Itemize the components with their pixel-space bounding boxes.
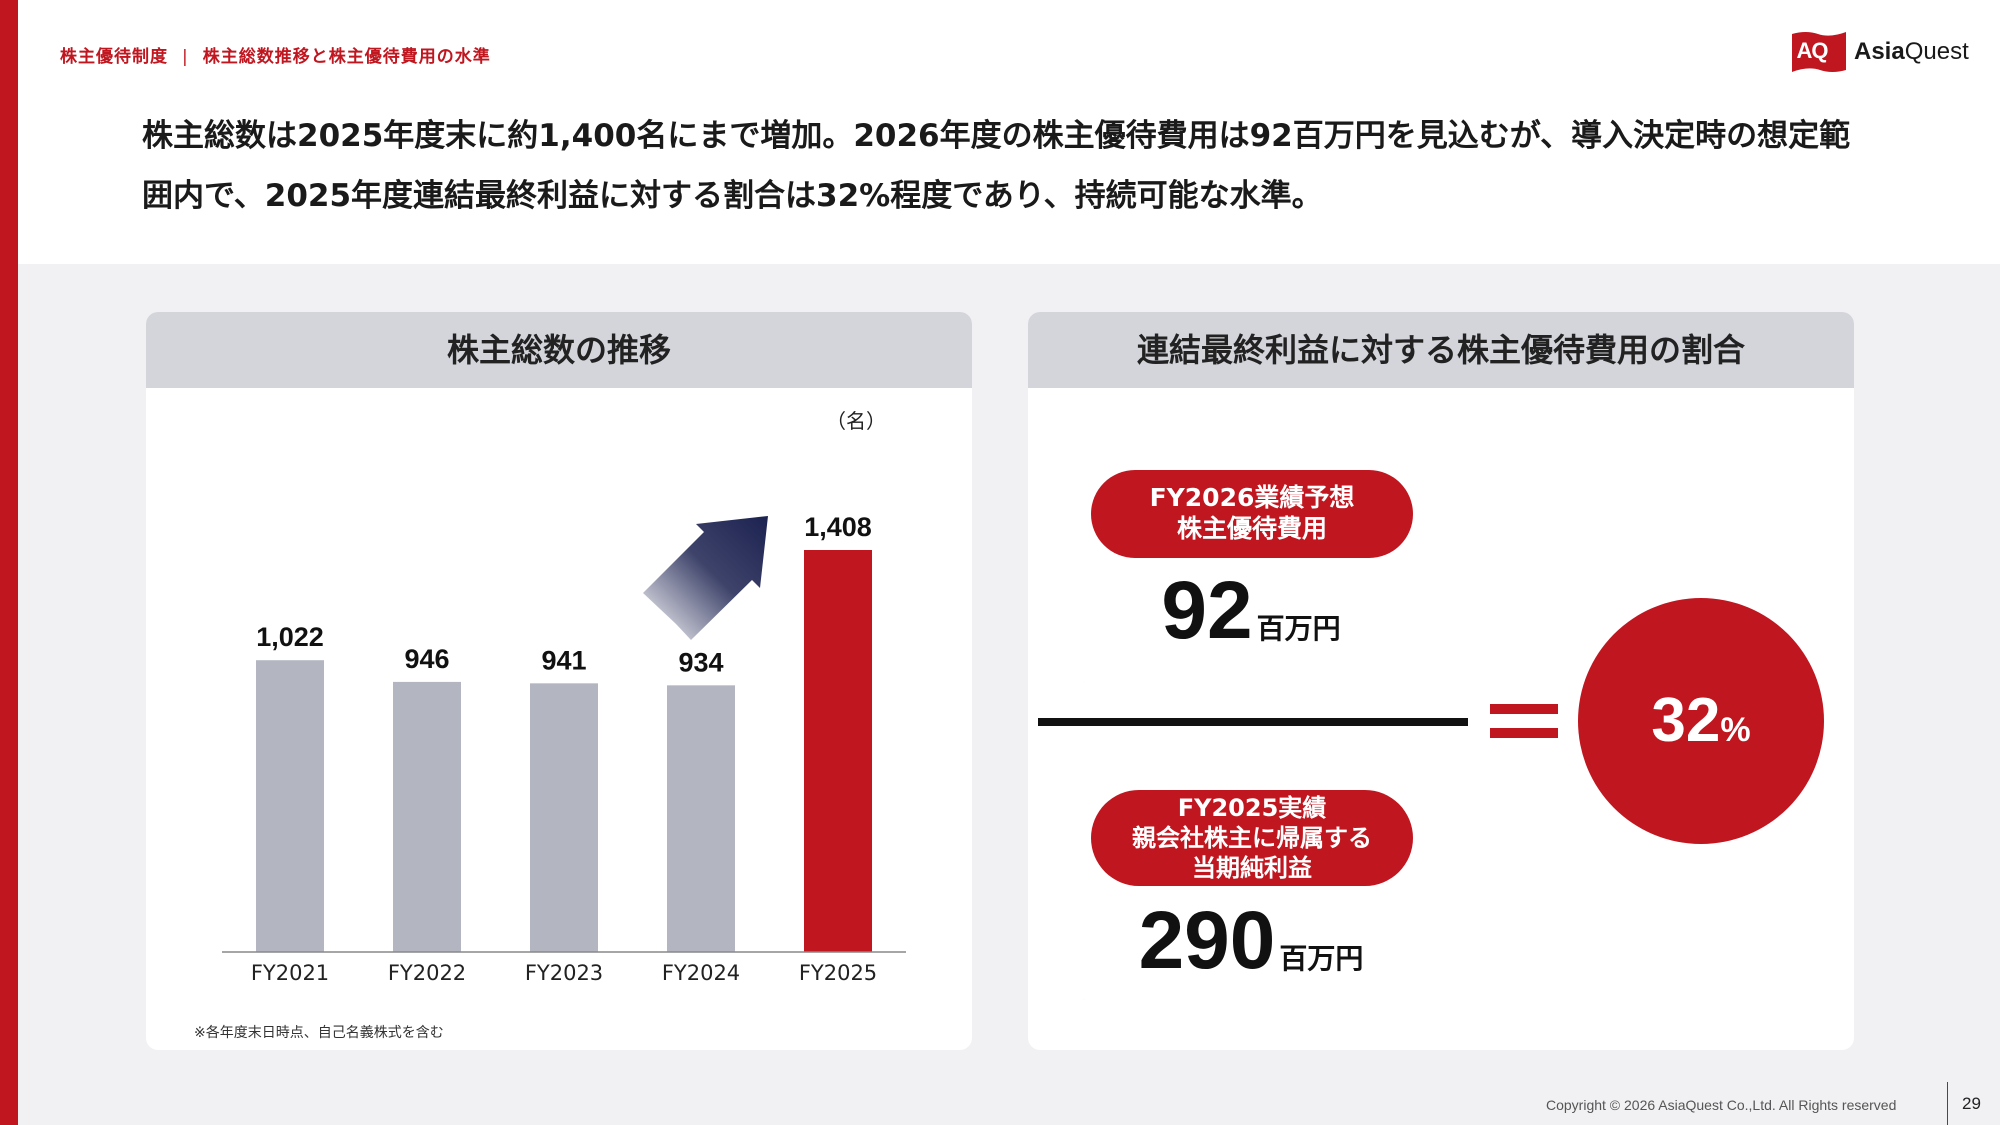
shareholder-chart-panel: 株主総数の推移 （名） 1,022 FY2021 946 FY2022 941 FY202… bbox=[146, 312, 972, 1050]
ratio-value: 32 bbox=[1651, 686, 1721, 755]
numerator-label-line-2: 株主優待費用 bbox=[1176, 514, 1327, 543]
numerator-unit: 百万円 bbox=[1256, 612, 1341, 645]
page-number-divider bbox=[1947, 1082, 1948, 1125]
company-logo: AQ AsiaQuest bbox=[1792, 28, 1972, 78]
accent-left-bar bbox=[0, 0, 18, 1125]
bar-fy2025 bbox=[804, 550, 872, 952]
bar-value-label: 941 bbox=[541, 645, 586, 675]
bar-value-label: 934 bbox=[678, 647, 723, 677]
denominator-card: FY2025実績 親会社株主に帰属する 当期純利益 290 百万円 bbox=[1058, 772, 1444, 1000]
numerator-value: 92 bbox=[1161, 565, 1253, 656]
denominator-unit: 百万円 bbox=[1279, 942, 1364, 975]
bar-value-label: 946 bbox=[404, 644, 449, 674]
breadcrumb-separator: | bbox=[182, 47, 189, 67]
bar-value-label: 1,408 bbox=[804, 512, 872, 542]
bar-value-label: 1,022 bbox=[256, 622, 324, 652]
denominator-label-line-2: 親会社株主に帰属する bbox=[1132, 824, 1372, 852]
trend-up-arrow-icon bbox=[643, 516, 768, 640]
denominator-label-line-1: FY2025実績 bbox=[1177, 794, 1327, 822]
equals-sign-icon bbox=[1490, 704, 1558, 752]
logo-flag-icon bbox=[1792, 32, 1846, 72]
breadcrumb: 株主優待制度 | 株主総数推移と株主優待費用の水準 bbox=[60, 42, 491, 67]
numerator-card: FY2026業績予想 株主優待費用 92 百万円 bbox=[1058, 452, 1444, 682]
bar-fy2022 bbox=[393, 681, 461, 952]
chart-unit-label: （名） bbox=[826, 409, 886, 433]
logo-name: AsiaQuest bbox=[1854, 38, 1969, 65]
chart-footnote: ※各年度末日時点、自己名義株式を含む bbox=[194, 1025, 444, 1041]
denominator-value: 290 bbox=[1138, 895, 1276, 986]
page-number: 29 bbox=[1962, 1094, 1981, 1113]
denominator-label-pill: FY2025実績 親会社株主に帰属する 当期純利益 bbox=[1091, 790, 1413, 886]
numerator-amount: 92 百万円 bbox=[1058, 564, 1444, 658]
shareholder-bar-chart: （名） 1,022 FY2021 946 FY2022 941 FY2023 934 FY20… bbox=[222, 409, 906, 985]
x-tick-label: FY2021 bbox=[251, 961, 329, 985]
breadcrumb-page: 株主総数推移と株主優待費用の水準 bbox=[202, 47, 491, 67]
bar-fy2021 bbox=[256, 660, 324, 952]
page-headline: 株主総数は2025年度末に約1,400名にまで増加。2026年度の株主優待費用は… bbox=[142, 118, 1851, 214]
bar-fy2023 bbox=[530, 683, 598, 952]
x-tick-label: FY2023 bbox=[525, 961, 603, 985]
denominator-amount: 290 百万円 bbox=[1058, 894, 1444, 988]
denominator-label-line-3: 当期純利益 bbox=[1192, 854, 1312, 882]
copyright-text: Copyright © 2026 AsiaQuest Co.,Ltd. All … bbox=[1546, 1097, 1897, 1113]
x-tick-label: FY2025 bbox=[799, 961, 877, 985]
numerator-label-line-1: FY2026業績予想 bbox=[1149, 483, 1355, 512]
x-tick-label: FY2024 bbox=[662, 961, 740, 985]
logo-mark: AQ bbox=[1796, 38, 1829, 63]
x-tick-label: FY2022 bbox=[388, 961, 466, 985]
shareholder-chart-title: 株主総数の推移 bbox=[146, 312, 972, 388]
fraction-line bbox=[1038, 718, 1468, 726]
ratio-unit: % bbox=[1720, 711, 1751, 749]
bar-fy2024 bbox=[667, 685, 735, 952]
ratio-panel: 連結最終利益に対する株主優待費用の割合 FY2026業績予想 株主優待費用 92… bbox=[1028, 312, 1854, 1050]
numerator-label-pill: FY2026業績予想 株主優待費用 bbox=[1091, 470, 1413, 558]
ratio-panel-title: 連結最終利益に対する株主優待費用の割合 bbox=[1028, 312, 1854, 388]
ratio-result-circle: 32% bbox=[1578, 598, 1824, 844]
breadcrumb-section: 株主優待制度 bbox=[60, 47, 168, 67]
